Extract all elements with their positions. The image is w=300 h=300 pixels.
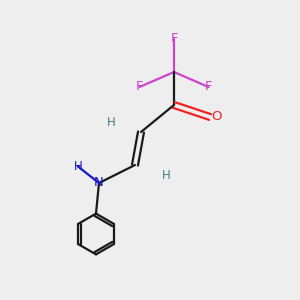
Text: H: H [74, 160, 82, 173]
Text: F: F [170, 32, 178, 46]
Text: H: H [162, 169, 171, 182]
Text: F: F [205, 80, 212, 94]
Text: H: H [106, 116, 116, 130]
Text: N: N [94, 176, 104, 190]
Text: O: O [211, 110, 221, 124]
Text: F: F [136, 80, 143, 94]
